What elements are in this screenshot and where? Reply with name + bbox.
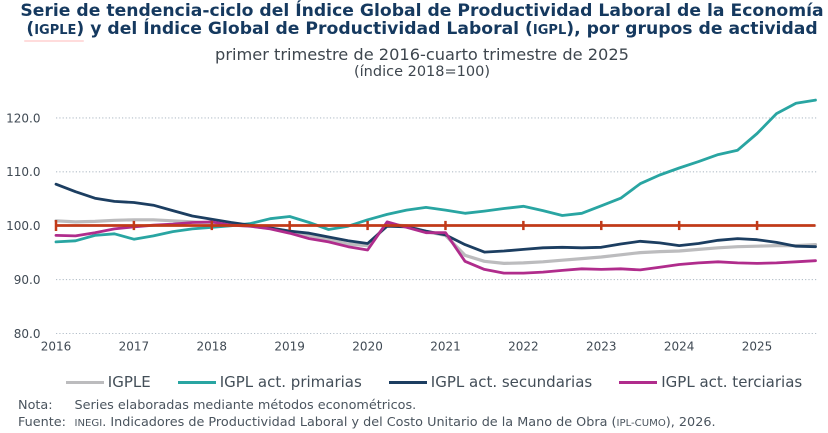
chart-title-line-2: (IGPLE) y del Índice Global de Productiv… [26,19,818,40]
y-axis-label-120: 120.0 [6,111,40,125]
x-axis-label-2020: 2020 [352,340,383,354]
x-axis-label-2025: 2025 [742,340,773,354]
y-axis-label-90: 90.0 [14,273,41,287]
legend-label-2: IGPL act. primarias [219,372,362,391]
chart-index-note: (índice 2018=100) [354,63,490,80]
source-row: Fuente: INEGI. Indicadores de Productivi… [0,415,828,431]
source-text: INEGI. Indicadores de Productividad Labo… [74,415,716,430]
legend-swatch-2 [177,380,216,384]
x-axis-label-2019: 2019 [274,340,305,354]
x-axis-label-2016: 2016 [41,340,72,354]
legend-swatch-4 [619,380,658,384]
chart-title-line-1: Serie de tendencia-ciclo del Índice Glob… [20,1,824,21]
spellcheck-squiggle [24,40,84,42]
series-line-3 [54,182,817,254]
x-axis-label-2017: 2017 [119,340,150,354]
legend-item-2: IGPL act. primarias [177,372,362,391]
legend-swatch-1 [65,380,104,384]
y-axis-label-110: 110.0 [6,165,40,179]
x-axis-label-2018: 2018 [197,340,228,354]
legend-label-1: IGPLE [107,372,151,391]
legend-item-3: IGPL act. secundarias [388,372,593,391]
legend-label-3: IGPL act. secundarias [430,372,593,391]
y-axis-label-80: 80.0 [14,327,41,341]
legend-swatch-3 [388,380,427,384]
legend-label-4: IGPL act. terciarias [661,372,803,391]
x-axis-label-2023: 2023 [586,340,617,354]
series-line-2 [54,98,817,244]
legend-item-4: IGPL act. terciarias [619,373,802,391]
source-label: Fuente: [18,415,66,430]
chart-subtitle: primer trimestre de 2016-cuarto trimestr… [215,44,629,64]
chart-legend: IGPLE IGPL act. primarias IGPL act. secund… [20,372,828,392]
x-axis-label-2022: 2022 [508,340,539,354]
y-axis-label-100: 100.0 [6,219,40,233]
series-line-4 [54,220,817,275]
x-axis-label-2021: 2021 [430,340,461,354]
x-axis-label-2024: 2024 [664,340,695,354]
note-label: Nota: [18,398,53,413]
legend-item-1: IGPLE [65,372,151,391]
note-text: Series elaboradas mediante métodos econo… [74,398,417,413]
note-row: Nota: Series elaboradas mediante métodos… [0,398,828,414]
